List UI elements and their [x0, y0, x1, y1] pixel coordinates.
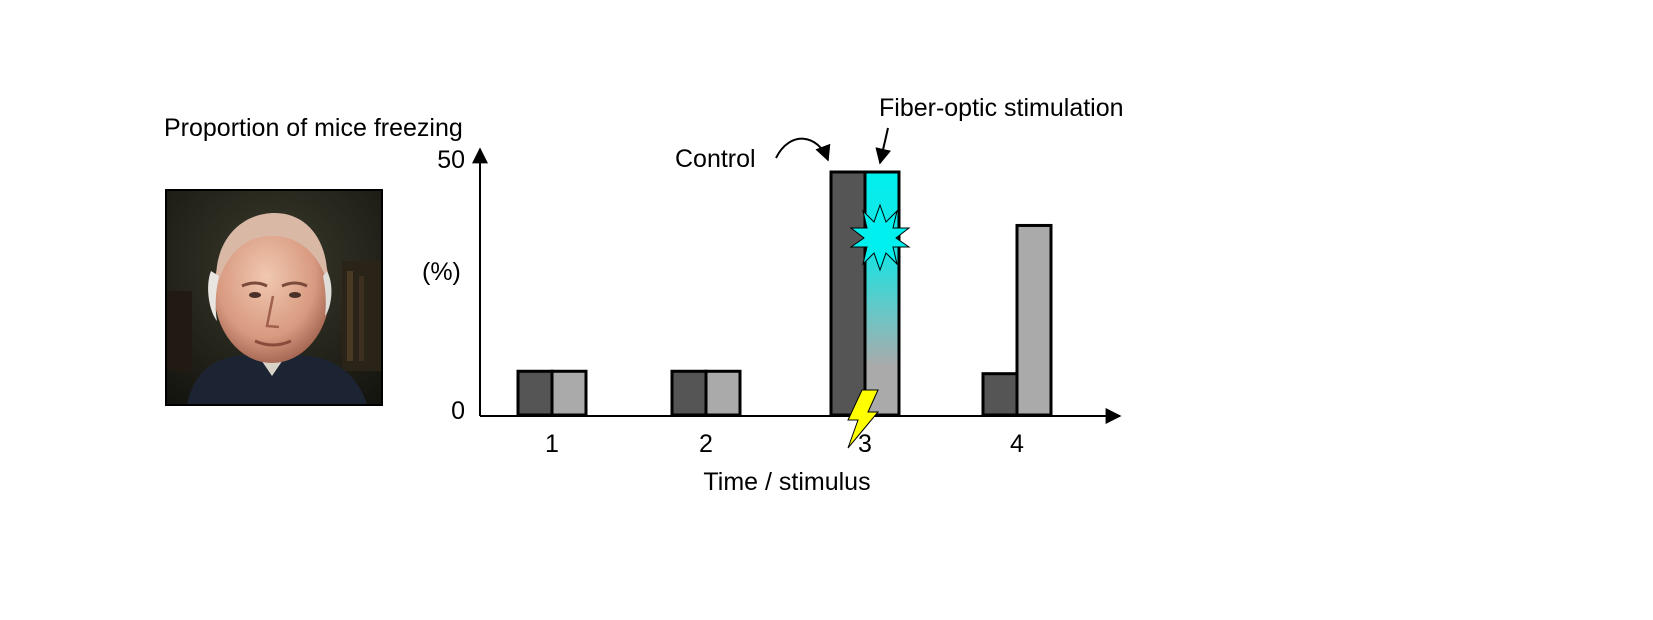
bar-control-1 — [516, 369, 554, 417]
bar-control-3 — [829, 170, 867, 417]
control-arrow — [775, 137, 831, 162]
fiber-arrow — [875, 127, 892, 165]
x-tick-label: 3 — [858, 430, 872, 458]
x-tick-label: 2 — [699, 430, 713, 458]
x-axis-label: Time / stimulus — [703, 468, 870, 496]
lightning-icon — [847, 389, 880, 449]
bar-stimulation-3 — [863, 170, 901, 417]
bar-stimulation-4 — [1015, 223, 1053, 417]
person-photo-icon — [167, 191, 381, 404]
y-axis-unit: (%) — [422, 258, 461, 286]
control-annotation: Control — [675, 145, 756, 173]
portrait-photo — [165, 189, 383, 406]
bar-control-4 — [981, 372, 1019, 417]
y-tick-zero: 0 — [451, 397, 465, 425]
bar-stimulation-1 — [550, 369, 588, 417]
bar-stimulation-2 — [704, 369, 742, 417]
x-tick-label: 4 — [1010, 430, 1024, 458]
bars-layer — [516, 170, 1053, 417]
x-ticks-layer: 1 2 3 4 — [545, 430, 1024, 458]
y-axis-label: Proportion of mice freezing — [164, 114, 463, 142]
fiber-annotation: Fiber-optic stimulation — [879, 94, 1124, 122]
starburst-icon — [849, 203, 911, 272]
y-tick-max: 50 — [437, 146, 465, 174]
bar-control-2 — [670, 369, 708, 417]
x-tick-label: 1 — [545, 430, 559, 458]
